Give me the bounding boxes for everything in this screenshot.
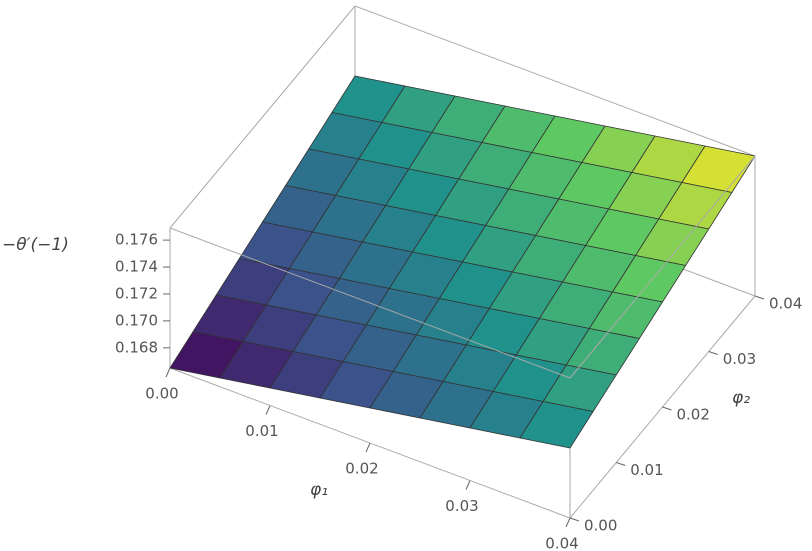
x-tick-label: 0.01 (245, 422, 278, 440)
y-tick-label: 0.01 (630, 461, 663, 479)
x-tick (165, 367, 171, 378)
x-tick-label: 0.03 (445, 497, 478, 515)
y-tick (569, 517, 580, 522)
y-tick (708, 351, 718, 355)
box-edge (569, 155, 756, 379)
x-tick (365, 442, 371, 453)
y-tick-label: 0.04 (769, 295, 802, 313)
x-axis-label: φ₁ (310, 480, 328, 500)
box-edge (169, 227, 571, 379)
z-tick-label: 0.170 (115, 311, 158, 329)
box-edge (169, 5, 356, 229)
y-tick-label: 0.00 (584, 517, 617, 535)
y-tick (754, 295, 765, 300)
z-tick-label: 0.168 (115, 338, 158, 356)
y-axis-label: φ₂ (732, 388, 750, 408)
x-tick-label: 0.02 (345, 460, 378, 478)
x-tick (265, 405, 271, 415)
x-tick (465, 480, 471, 490)
y-tick (662, 406, 672, 411)
z-tick-label: 0.172 (115, 284, 158, 302)
z-tick-label: 0.174 (115, 258, 158, 276)
x-tick (565, 517, 571, 528)
x-tick-label: 0.04 (545, 535, 578, 551)
z-tick-label: 0.176 (115, 231, 158, 249)
y-tick-label: 0.02 (677, 406, 710, 424)
box-edge (354, 5, 756, 157)
surface-cell (519, 401, 594, 449)
z-axis-label: −θ′(−1) (2, 235, 69, 255)
x-tick-label: 0.00 (145, 385, 178, 403)
y-tick (616, 462, 626, 466)
y-tick-label: 0.03 (723, 350, 756, 368)
